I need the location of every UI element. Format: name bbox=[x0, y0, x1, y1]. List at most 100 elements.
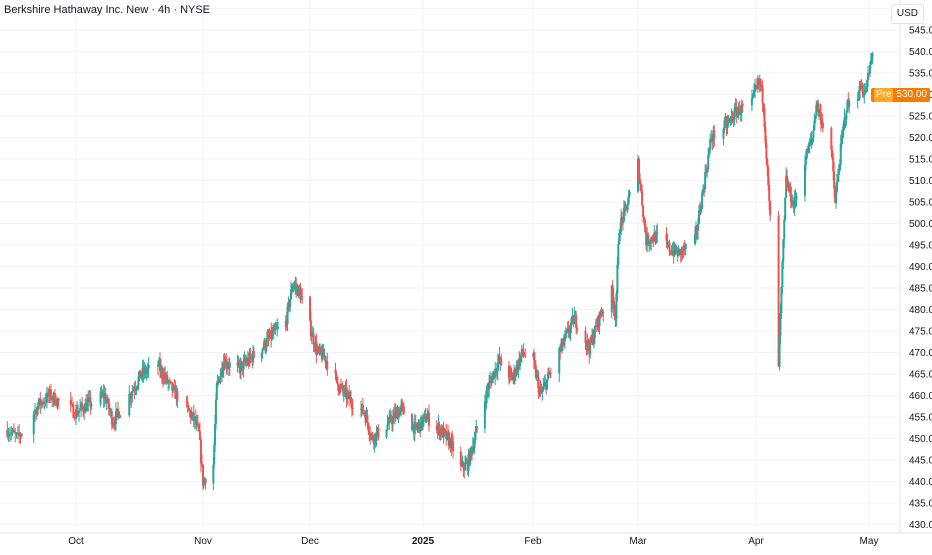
candle bbox=[676, 247, 679, 262]
price-tick-label: 475.00 bbox=[909, 326, 932, 337]
candle bbox=[649, 238, 652, 250]
candle bbox=[858, 80, 861, 101]
candle bbox=[674, 243, 677, 255]
candle bbox=[399, 408, 402, 416]
time-tick-label: Feb bbox=[524, 536, 542, 547]
candle bbox=[489, 371, 492, 383]
price-axis[interactable]: 430.00 435.00 440.00 445.00 450.00 455.00 460.… bbox=[909, 26, 932, 531]
candle bbox=[856, 92, 859, 109]
candle bbox=[558, 346, 561, 383]
candle bbox=[173, 378, 176, 388]
candle bbox=[698, 204, 701, 225]
candle bbox=[694, 221, 697, 243]
price-tick-label: 515.00 bbox=[909, 155, 932, 166]
price-tick-label: 505.00 bbox=[909, 198, 932, 209]
candle bbox=[709, 133, 712, 154]
candle bbox=[188, 408, 191, 418]
candle bbox=[108, 403, 111, 417]
candle bbox=[341, 381, 344, 397]
candle bbox=[677, 245, 680, 257]
candle bbox=[11, 427, 14, 437]
candle bbox=[167, 379, 170, 391]
candle bbox=[388, 410, 391, 431]
candle bbox=[186, 395, 189, 414]
candle bbox=[170, 381, 173, 384]
candle bbox=[673, 241, 676, 257]
candle bbox=[602, 309, 605, 322]
chart-title: Berkshire Hathaway Inc. New · 4h · NYSE bbox=[4, 4, 211, 16]
candle bbox=[128, 385, 131, 418]
candle bbox=[508, 366, 511, 383]
candle bbox=[291, 283, 294, 292]
candle bbox=[361, 397, 364, 414]
candle bbox=[428, 404, 431, 432]
candle bbox=[637, 154, 639, 194]
candle bbox=[326, 352, 329, 376]
candle bbox=[105, 396, 108, 411]
candle bbox=[142, 359, 145, 383]
candle bbox=[171, 382, 174, 398]
candle bbox=[163, 367, 166, 385]
candle bbox=[265, 330, 268, 352]
price-tick-label: 540.00 bbox=[909, 47, 932, 58]
candle bbox=[644, 218, 647, 234]
candle bbox=[19, 432, 22, 444]
candle bbox=[682, 242, 685, 259]
candle bbox=[111, 417, 114, 429]
candle bbox=[137, 372, 140, 391]
candle bbox=[538, 386, 541, 397]
candle bbox=[191, 411, 194, 422]
candle bbox=[668, 239, 671, 257]
price-tick-label: 450.00 bbox=[909, 434, 932, 445]
candle bbox=[700, 204, 703, 215]
candle bbox=[669, 250, 672, 255]
candle bbox=[763, 103, 766, 132]
candle bbox=[56, 397, 59, 410]
candle bbox=[145, 365, 148, 381]
candle bbox=[871, 51, 874, 65]
candle bbox=[53, 388, 56, 407]
candle bbox=[699, 201, 702, 216]
candle bbox=[569, 322, 572, 341]
candle bbox=[99, 386, 102, 408]
candle bbox=[106, 394, 109, 404]
candle bbox=[69, 391, 72, 413]
candle bbox=[452, 434, 455, 459]
candle bbox=[78, 410, 81, 422]
candle bbox=[784, 197, 787, 222]
price-tick-label: 460.00 bbox=[909, 391, 932, 402]
candle bbox=[713, 124, 716, 147]
candle bbox=[113, 415, 116, 432]
candle bbox=[786, 169, 789, 192]
candle bbox=[49, 383, 52, 404]
candle bbox=[519, 352, 522, 371]
candle bbox=[519, 355, 522, 362]
price-tick-label: 470.00 bbox=[909, 348, 932, 359]
candle bbox=[88, 390, 91, 403]
candle bbox=[712, 125, 715, 149]
candle bbox=[360, 400, 363, 418]
candle bbox=[483, 394, 486, 434]
candle bbox=[703, 184, 706, 197]
candle bbox=[103, 385, 106, 408]
candle bbox=[274, 321, 277, 335]
candle bbox=[348, 384, 351, 407]
currency-button[interactable]: USD bbox=[890, 4, 924, 24]
candle bbox=[322, 344, 325, 357]
time-axis[interactable]: Oct Nov Dec 2025 Feb Mar Apr May bbox=[68, 536, 878, 547]
candle bbox=[90, 401, 93, 411]
candle bbox=[350, 398, 353, 417]
candle bbox=[242, 354, 245, 378]
candle bbox=[41, 398, 44, 408]
candle bbox=[309, 311, 312, 341]
price-tick-label: 510.00 bbox=[909, 176, 932, 187]
candle bbox=[729, 116, 732, 127]
candle bbox=[310, 331, 313, 345]
candle bbox=[641, 184, 644, 207]
candle bbox=[639, 173, 642, 192]
grid-layer bbox=[0, 0, 900, 533]
candle bbox=[264, 338, 267, 354]
candle bbox=[642, 205, 645, 223]
